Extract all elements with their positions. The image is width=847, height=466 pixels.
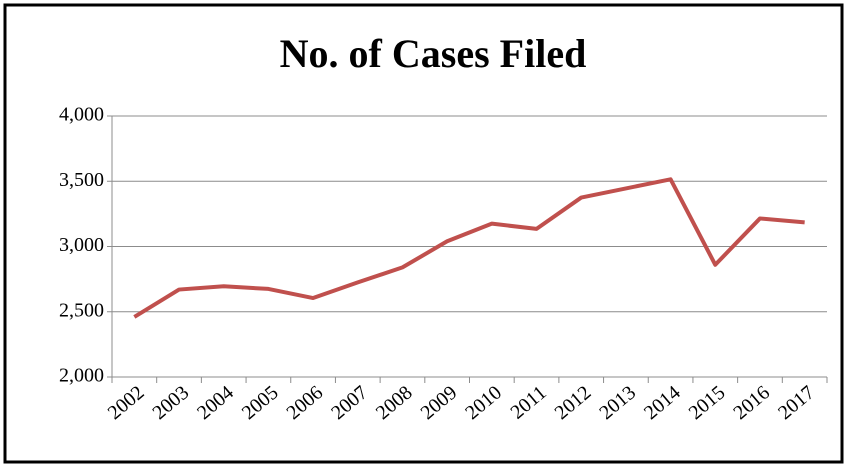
y-tick-label: 2,500 [59, 299, 104, 321]
chart-border [3, 3, 844, 464]
data-line [133, 177, 805, 319]
chart-title: No. of Cases Filed [280, 31, 587, 76]
y-tick-label: 4,000 [59, 104, 104, 126]
y-tick-label: 3,000 [59, 234, 104, 256]
y-tick-label: 3,500 [59, 169, 104, 191]
y-tick-label: 2,000 [59, 365, 104, 387]
